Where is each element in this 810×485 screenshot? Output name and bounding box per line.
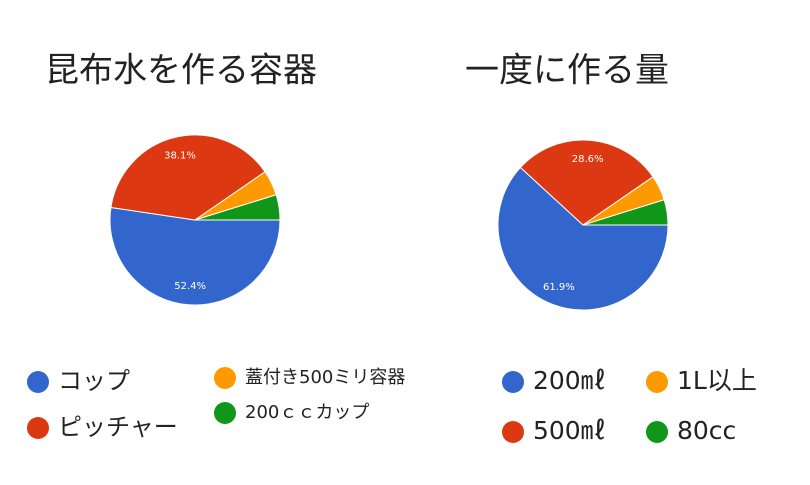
legend-label: 200㎖ [533,366,606,395]
legend-label: ピッチャー [58,413,178,441]
legend-label: 80cc [677,416,736,445]
chart-title: 一度に作る量 [465,51,669,91]
legend-label: 200ｃｃカップ [245,402,369,423]
pie-slice [519,139,654,226]
pie-slice [497,166,669,311]
chart-title: 昆布水を作る容器 [45,51,317,91]
legend-label: 500㎖ [533,416,606,445]
data-label: 61.9% [543,282,575,293]
legend-swatch [214,402,236,424]
legend-swatch [646,421,668,443]
legend-swatch [27,371,49,393]
legend-swatch [502,371,524,393]
legend-swatch [502,421,524,443]
pie-slice [194,194,281,221]
data-label: 28.6% [572,154,604,165]
legend-swatch [214,367,236,389]
legend-label: 蓋付き500ミリ容器 [245,367,405,388]
legend-label: 1L以上 [677,366,757,395]
pie-slice [582,199,669,226]
legend-swatch [27,417,49,439]
pie-slice [110,134,266,221]
legend-label: コップ [58,367,130,395]
legend-swatch [646,371,668,393]
data-label: 52.4% [174,281,206,292]
data-label: 38.1% [164,150,196,161]
pie-slice [109,206,281,306]
